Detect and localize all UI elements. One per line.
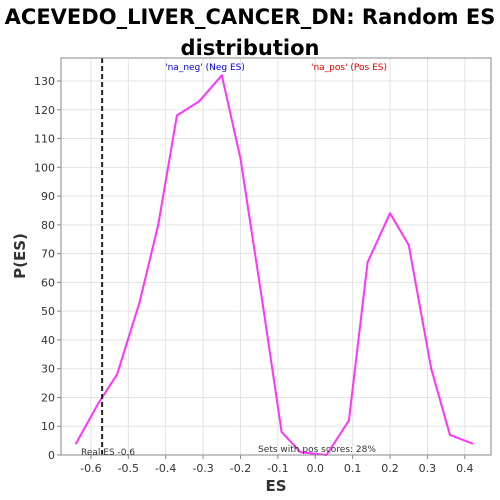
x-tick-label: -0.3 [192, 462, 213, 475]
pos-es-label: 'na_pos' (Pos ES) [311, 63, 387, 73]
data-point [299, 451, 302, 454]
data-point [74, 442, 77, 445]
data-point [261, 304, 264, 307]
data-point [198, 100, 201, 103]
real-es-label: Real ES -0.6 [81, 448, 135, 458]
y-tick-label: 50 [41, 305, 55, 318]
y-tick-label: 70 [41, 248, 55, 261]
data-point [116, 373, 119, 376]
data-point [175, 114, 178, 117]
y-tick-label: 120 [34, 104, 55, 117]
y-tick-label: 110 [34, 133, 55, 146]
data-point [239, 157, 242, 160]
pos-scores-label: Sets with pos scores: 28% [258, 445, 376, 455]
x-tick-label: -0.2 [230, 462, 251, 475]
tick-labels: -0.6 -0.5 -0.4 -0.3 -0.2 -0.1 0.0 0.1 0.2 0.3 0.4 0… [34, 75, 474, 475]
chart-title: ACEVEDO_LIVER_CANCER_DN: Random ES distr… [4, 5, 496, 60]
x-tick-label: -0.5 [118, 462, 139, 475]
y-tick-label: 40 [41, 334, 55, 347]
y-tick-label: 60 [41, 276, 55, 289]
data-point [430, 367, 433, 370]
y-tick-label: 30 [41, 363, 55, 376]
y-tick-label: 0 [48, 449, 55, 462]
neg-es-label: 'na_neg' (Neg ES) [165, 63, 245, 73]
data-point [347, 419, 350, 422]
plot-frame [60, 57, 492, 456]
series-line [75, 74, 473, 456]
x-tick-label: 0.1 [344, 462, 362, 475]
data-point [157, 223, 160, 226]
y-tick-label: 130 [34, 75, 55, 88]
y-axis-title: P(ES) [11, 233, 29, 279]
x-tick-label: 0.0 [307, 462, 325, 475]
data-point [407, 243, 410, 246]
y-tick-label: 20 [41, 391, 55, 404]
data-point [366, 261, 369, 264]
data-point [220, 74, 223, 77]
data-point [389, 212, 392, 215]
x-tick-label: 0.3 [419, 462, 437, 475]
y-tick-label: 90 [41, 190, 55, 203]
y-tick-label: 10 [41, 420, 55, 433]
x-tick-label: 0.4 [456, 462, 474, 475]
series [74, 74, 474, 456]
x-tick-label: -0.1 [267, 462, 288, 475]
data-point [471, 442, 474, 445]
data-point [138, 301, 141, 304]
x-tick-label: 0.2 [381, 462, 399, 475]
data-point [280, 430, 283, 433]
data-point [97, 402, 100, 405]
y-tick-label: 100 [34, 161, 55, 174]
data-point [448, 433, 451, 436]
y-tick-label: 80 [41, 219, 55, 232]
x-tick-label: -0.4 [155, 462, 176, 475]
x-axis-title: ES [265, 477, 286, 495]
x-tick-label: -0.6 [80, 462, 101, 475]
